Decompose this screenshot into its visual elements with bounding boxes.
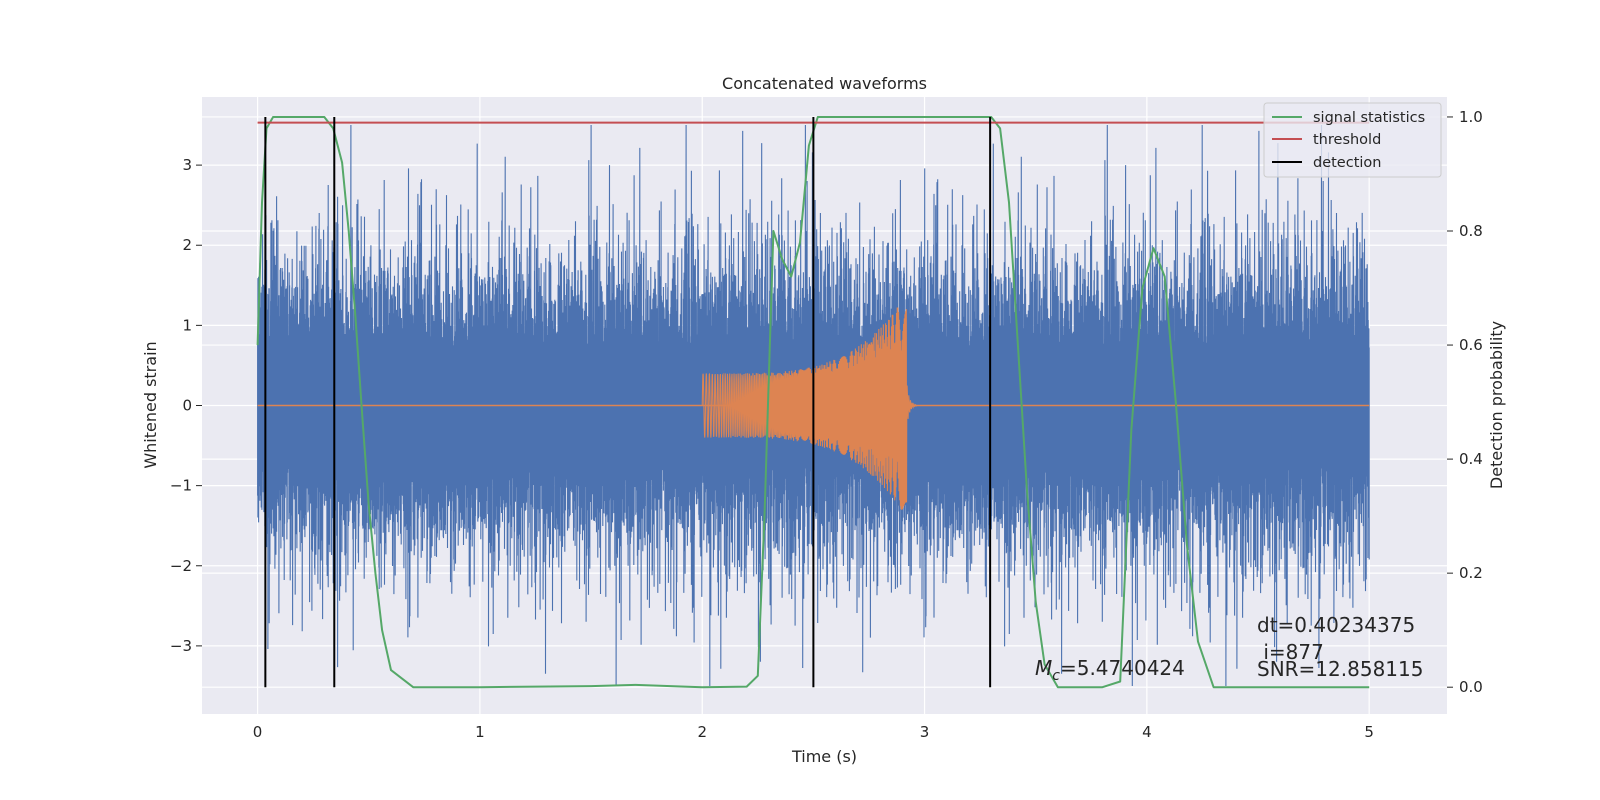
x-tick-label: 1 — [475, 723, 485, 741]
legend: signal statistics threshold detection — [1263, 102, 1442, 178]
y-tick-label: 1 — [182, 316, 192, 334]
signal-statistics-line — [256, 116, 1370, 689]
y-tick-label: −1 — [170, 477, 192, 495]
legend-label-threshold: threshold — [1313, 132, 1381, 148]
annotation-dt: dt=0.40234375 — [1257, 613, 1415, 637]
right-y-tick-label: 0.0 — [1459, 678, 1483, 696]
annotation-mc-symbol: M — [1035, 656, 1052, 680]
right-y-tick-label: 0.8 — [1459, 222, 1483, 240]
right-y-axis-label: Detection probability — [1487, 321, 1506, 489]
y-tick-label: −2 — [170, 557, 192, 575]
right-y-tick-label: 0.2 — [1459, 564, 1483, 582]
annotation-index: i=877 — [1257, 640, 1324, 664]
y-axis-ticks: −3 −2 −1 0 1 2 3 — [170, 156, 202, 655]
right-y-tick-label: 0.4 — [1459, 450, 1483, 468]
x-tick-label: 4 — [1142, 723, 1152, 741]
y-tick-label: 2 — [182, 236, 192, 254]
legend-label-detection: detection — [1313, 155, 1381, 171]
x-tick-label: 3 — [920, 723, 930, 741]
legend-box — [1263, 102, 1442, 178]
y-tick-label: 0 — [182, 397, 192, 415]
x-tick-label: 0 — [253, 723, 263, 741]
x-axis-label: Time (s) — [791, 747, 857, 766]
chirp-template-line — [701, 307, 918, 510]
y-axis-label: Whitened strain — [141, 341, 160, 468]
right-y-tick-label: 0.6 — [1459, 336, 1483, 354]
x-tick-label: 2 — [697, 723, 707, 741]
legend-label-signal-statistics: signal statistics — [1313, 110, 1425, 126]
y-tick-label: −3 — [170, 637, 192, 655]
right-y-tick-label: 1.0 — [1459, 108, 1483, 126]
annotation-mc-subscript: c — [1052, 668, 1060, 684]
annotation-snr: SNR=12.858115 — [1257, 657, 1423, 681]
annotation-mc-value: =5.4740424 — [1060, 656, 1185, 680]
x-tick-label: 5 — [1364, 723, 1374, 741]
right-y-axis-ticks: 0.0 0.2 0.4 0.6 0.8 1.0 — [1447, 108, 1483, 696]
detection-statistics-layer — [256, 116, 1370, 689]
y-tick-label: 3 — [182, 156, 192, 174]
annotation-mc: Mc=5.4740424 — [1035, 656, 1185, 684]
x-axis-ticks: 0 1 2 3 4 5 — [253, 723, 1374, 741]
chart-title: Concatenated waveforms — [722, 74, 927, 93]
